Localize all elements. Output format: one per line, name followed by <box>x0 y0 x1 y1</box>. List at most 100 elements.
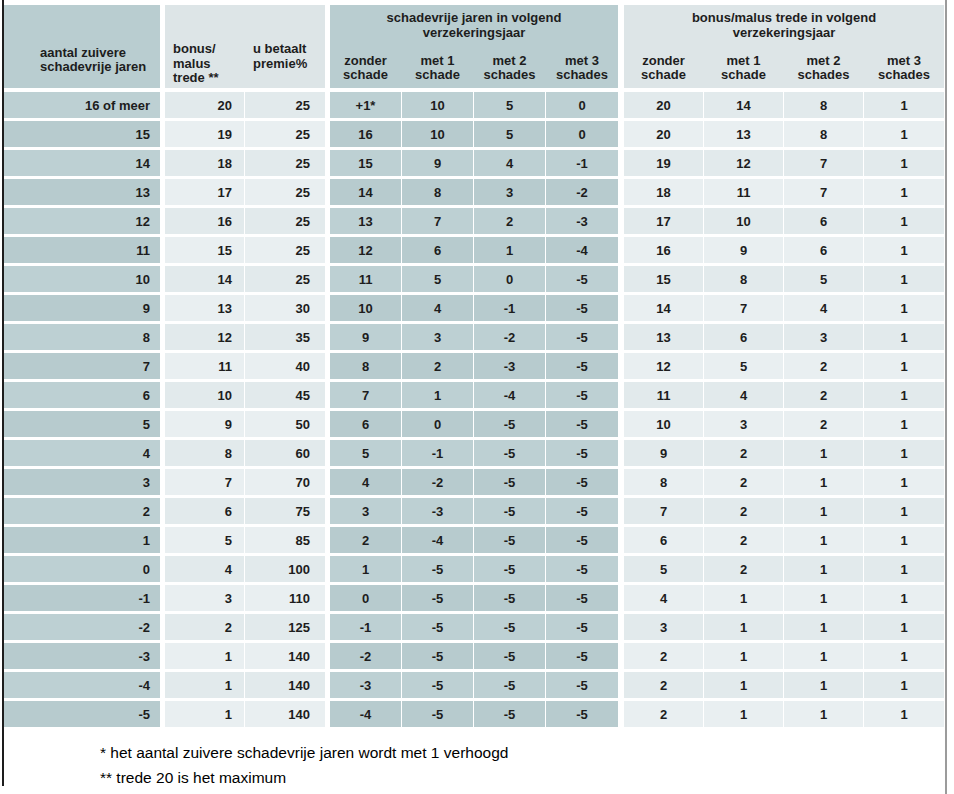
footnote-2: ** trede 20 is het maximum <box>100 765 508 790</box>
cell-bonus-malus-trede: 20 <box>165 92 244 118</box>
cell-trede-met-1-schade: 12 <box>704 150 783 176</box>
cell-bonus-malus-trede: 6 <box>165 498 244 524</box>
cell-trede-met-1-schade: 2 <box>704 527 783 553</box>
cell-trede-met-2-schades: 7 <box>784 179 863 205</box>
cell-trede-met-1-schade: 7 <box>704 295 783 321</box>
subheader-row-b: zonder schade met 1 schade met 2 schades… <box>624 54 944 88</box>
cell-aantal-zuivere-schadevrije-jaren: 10 <box>4 266 160 292</box>
cell-trede-met-2-schades: 8 <box>784 92 863 118</box>
table-row: 1014251150-515851 <box>4 266 944 292</box>
cell-schadevrije-jaren-zonder-schade: 9 <box>330 324 401 350</box>
cell-bonus-malus-trede: 7 <box>165 469 244 495</box>
cell-u-betaalt-premie-pct: 50 <box>245 411 325 437</box>
cell-schadevrije-jaren-zonder-schade: 16 <box>330 121 401 147</box>
subheader-met-1-schade: met 1 schade <box>402 54 473 83</box>
cell-trede-met-1-schade: 3 <box>704 411 783 437</box>
cell-trede-met-2-schades: 2 <box>784 411 863 437</box>
cell-schadevrije-jaren-zonder-schade: 7 <box>330 382 401 408</box>
cell-schadevrije-jaren-met-3-schades: -2 <box>546 179 618 205</box>
cell-aantal-zuivere-schadevrije-jaren: 5 <box>4 411 160 437</box>
cell-schadevrije-jaren-zonder-schade: 3 <box>330 498 401 524</box>
cell-bonus-malus-trede: 4 <box>165 556 244 582</box>
cell-bonus-malus-trede: 15 <box>165 237 244 263</box>
cell-schadevrije-jaren-zonder-schade: -1 <box>330 614 401 640</box>
header-col1-label: aantal zuivere schadevrije jaren <box>40 46 160 75</box>
cell-trede-met-3-schades: 1 <box>864 643 944 669</box>
cell-schadevrije-jaren-met-2-schades: 4 <box>474 150 545 176</box>
cell-trede-met-3-schades: 1 <box>864 498 944 524</box>
cell-u-betaalt-premie-pct: 110 <box>245 585 325 611</box>
cell-schadevrije-jaren-met-3-schades: 0 <box>546 92 618 118</box>
cell-schadevrije-jaren-met-1-schade: 9 <box>402 150 473 176</box>
cell-bonus-malus-trede: 1 <box>165 672 244 698</box>
cell-trede-zonder-schade: 20 <box>624 92 703 118</box>
cell-schadevrije-jaren-zonder-schade: 10 <box>330 295 401 321</box>
cell-trede-met-3-schades: 1 <box>864 179 944 205</box>
header-bonus-malus-premie-group: bonus/ malus trede ** u betaalt premie% <box>165 5 325 88</box>
cell-trede-zonder-schade: 7 <box>624 498 703 524</box>
cell-trede-zonder-schade: 18 <box>624 179 703 205</box>
cell-schadevrije-jaren-met-1-schade: -5 <box>402 556 473 582</box>
cell-trede-zonder-schade: 8 <box>624 469 703 495</box>
cell-bonus-malus-trede: 1 <box>165 701 244 727</box>
cell-trede-met-2-schades: 1 <box>784 585 863 611</box>
cell-u-betaalt-premie-pct: 25 <box>245 179 325 205</box>
cell-schadevrije-jaren-met-1-schade: -3 <box>402 498 473 524</box>
cell-schadevrije-jaren-met-2-schades: -5 <box>474 527 545 553</box>
cell-schadevrije-jaren-met-1-schade: 6 <box>402 237 473 263</box>
cell-schadevrije-jaren-met-3-schades: -1 <box>546 150 618 176</box>
cell-u-betaalt-premie-pct: 25 <box>245 121 325 147</box>
cell-trede-zonder-schade: 2 <box>624 643 703 669</box>
cell-bonus-malus-trede: 13 <box>165 295 244 321</box>
cell-trede-zonder-schade: 9 <box>624 440 703 466</box>
cell-bonus-malus-trede: 17 <box>165 179 244 205</box>
cell-aantal-zuivere-schadevrije-jaren: 6 <box>4 382 160 408</box>
cell-trede-met-1-schade: 1 <box>704 672 783 698</box>
cell-trede-met-2-schades: 1 <box>784 440 863 466</box>
cell-schadevrije-jaren-met-1-schade: 2 <box>402 353 473 379</box>
table-row: 48605-1-5-59211 <box>4 440 944 466</box>
cell-u-betaalt-premie-pct: 140 <box>245 643 325 669</box>
cell-trede-zonder-schade: 3 <box>624 614 703 640</box>
cell-schadevrije-jaren-met-2-schades: -3 <box>474 353 545 379</box>
cell-schadevrije-jaren-zonder-schade: 0 <box>330 585 401 611</box>
cell-schadevrije-jaren-met-2-schades: -5 <box>474 701 545 727</box>
cell-trede-zonder-schade: 19 <box>624 150 703 176</box>
cell-trede-met-3-schades: 1 <box>864 527 944 553</box>
cell-schadevrije-jaren-met-2-schades: -4 <box>474 382 545 408</box>
cell-trede-met-1-schade: 14 <box>704 92 783 118</box>
cell-u-betaalt-premie-pct: 85 <box>245 527 325 553</box>
cell-trede-met-2-schades: 4 <box>784 295 863 321</box>
table-row: 6104571-4-511421 <box>4 382 944 408</box>
cell-bonus-malus-trede: 3 <box>165 585 244 611</box>
cell-trede-met-1-schade: 6 <box>704 324 783 350</box>
cell-aantal-zuivere-schadevrije-jaren: 3 <box>4 469 160 495</box>
cell-aantal-zuivere-schadevrije-jaren: 0 <box>4 556 160 582</box>
cell-trede-met-2-schades: 6 <box>784 208 863 234</box>
footnote-1: * het aantal zuivere schadevrije jaren w… <box>100 740 508 765</box>
table-row: 151925161050201381 <box>4 121 944 147</box>
cell-trede-met-1-schade: 1 <box>704 585 783 611</box>
subheader-met-2-schades: met 2 schades <box>784 54 863 83</box>
cell-trede-met-3-schades: 1 <box>864 295 944 321</box>
cell-schadevrije-jaren-met-1-schade: -5 <box>402 701 473 727</box>
table-row: 16 of meer2025+1*1050201481 <box>4 92 944 118</box>
cell-schadevrije-jaren-zonder-schade: +1* <box>330 92 401 118</box>
header-bonus-malus-trede: bonus/ malus trede ** <box>165 42 245 88</box>
cell-trede-met-2-schades: 1 <box>784 701 863 727</box>
header-group-bonus-malus-trede-volgend: bonus/malus trede in volgend verzekering… <box>624 5 944 88</box>
cell-trede-met-3-schades: 1 <box>864 324 944 350</box>
cell-schadevrije-jaren-met-1-schade: 3 <box>402 324 473 350</box>
cell-schadevrije-jaren-met-2-schades: -5 <box>474 411 545 437</box>
cell-schadevrije-jaren-zonder-schade: 11 <box>330 266 401 292</box>
cell-bonus-malus-trede: 9 <box>165 411 244 437</box>
table-body: 16 of meer2025+1*10502014811519251610502… <box>4 92 944 727</box>
cell-schadevrije-jaren-met-3-schades: -4 <box>546 237 618 263</box>
cell-trede-zonder-schade: 15 <box>624 266 703 292</box>
cell-trede-met-1-schade: 10 <box>704 208 783 234</box>
cell-schadevrije-jaren-met-1-schade: -2 <box>402 469 473 495</box>
cell-aantal-zuivere-schadevrije-jaren: 7 <box>4 353 160 379</box>
cell-bonus-malus-trede: 19 <box>165 121 244 147</box>
bonus-malus-table: aantal zuivere schadevrije jaren bonus/ … <box>4 5 944 730</box>
cell-schadevrije-jaren-met-2-schades: 2 <box>474 208 545 234</box>
